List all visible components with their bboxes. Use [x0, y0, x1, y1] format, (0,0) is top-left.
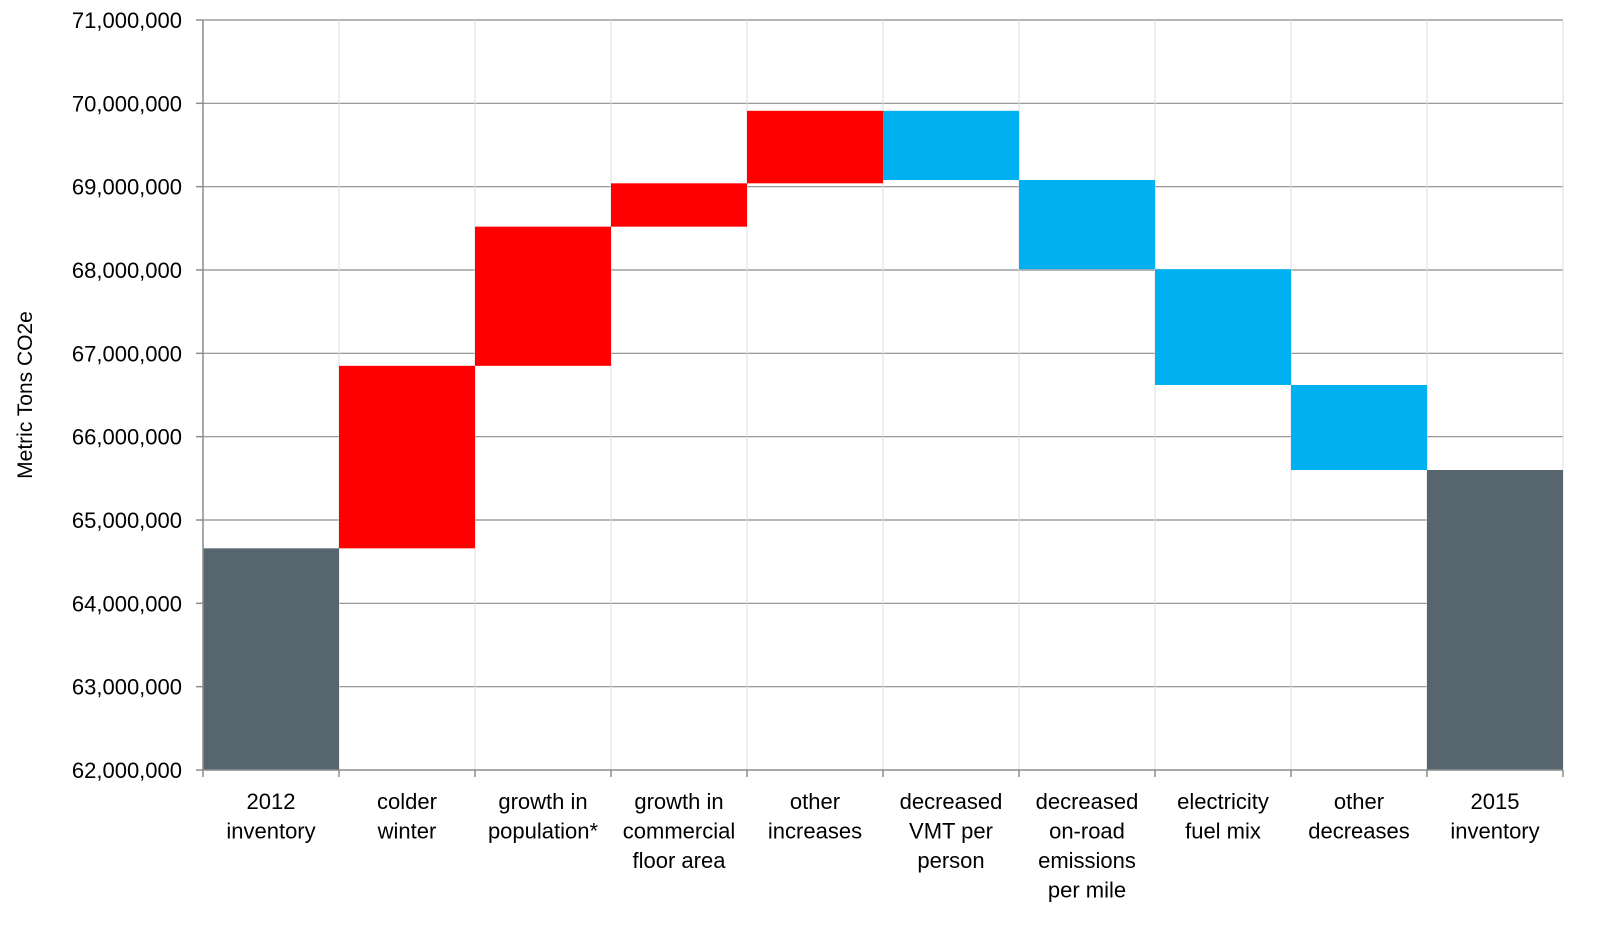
y-tick-label: 66,000,000: [72, 425, 182, 450]
y-tick-labels: 62,000,000 63,000,000 64,000,000 65,000,000…: [72, 8, 182, 783]
x-category-label: growth in commercial floor area: [623, 789, 735, 873]
x-category-label: electricity fuel mix: [1177, 789, 1269, 844]
y-tick-label: 71,000,000: [72, 8, 182, 33]
x-category-labels: 2012 inventory colder winter growth in popula…: [226, 789, 1539, 903]
bar-increase: [611, 183, 747, 227]
y-tick-label: 68,000,000: [72, 258, 182, 283]
y-axis-title: Metric Tons CO2e: [14, 311, 37, 479]
bar-total: [203, 548, 339, 770]
bar-decrease: [1291, 385, 1427, 470]
bar-total: [1427, 470, 1563, 770]
y-tick-label: 63,000,000: [72, 675, 182, 700]
x-category-label: other decreases: [1308, 789, 1410, 844]
y-tick-label: 69,000,000: [72, 175, 182, 200]
bar-increase: [339, 365, 475, 549]
y-tick-label: 67,000,000: [72, 341, 182, 366]
x-category-label: colder winter: [377, 789, 437, 844]
bar-decrease: [1155, 269, 1291, 385]
x-category-label: decreased on-road emissions per mile: [1036, 789, 1139, 903]
y-tick-label: 64,000,000: [72, 591, 182, 616]
x-category-label: 2012 inventory: [226, 789, 315, 844]
axes: [196, 19, 1564, 777]
x-category-label: growth in population*: [488, 789, 599, 844]
bar-increase: [475, 226, 611, 366]
bar-decrease: [883, 110, 1019, 180]
y-tick-label: 70,000,000: [72, 91, 182, 116]
bars: [203, 110, 1563, 770]
x-category-label: 2015 inventory: [1450, 789, 1539, 844]
bar-increase: [747, 110, 883, 184]
x-category-label: other increases: [768, 789, 862, 844]
y-tick-label: 62,000,000: [72, 758, 182, 783]
bar-decrease: [1019, 180, 1155, 270]
x-category-label: decreased VMT per person: [900, 789, 1003, 873]
y-tick-label: 65,000,000: [72, 508, 182, 533]
